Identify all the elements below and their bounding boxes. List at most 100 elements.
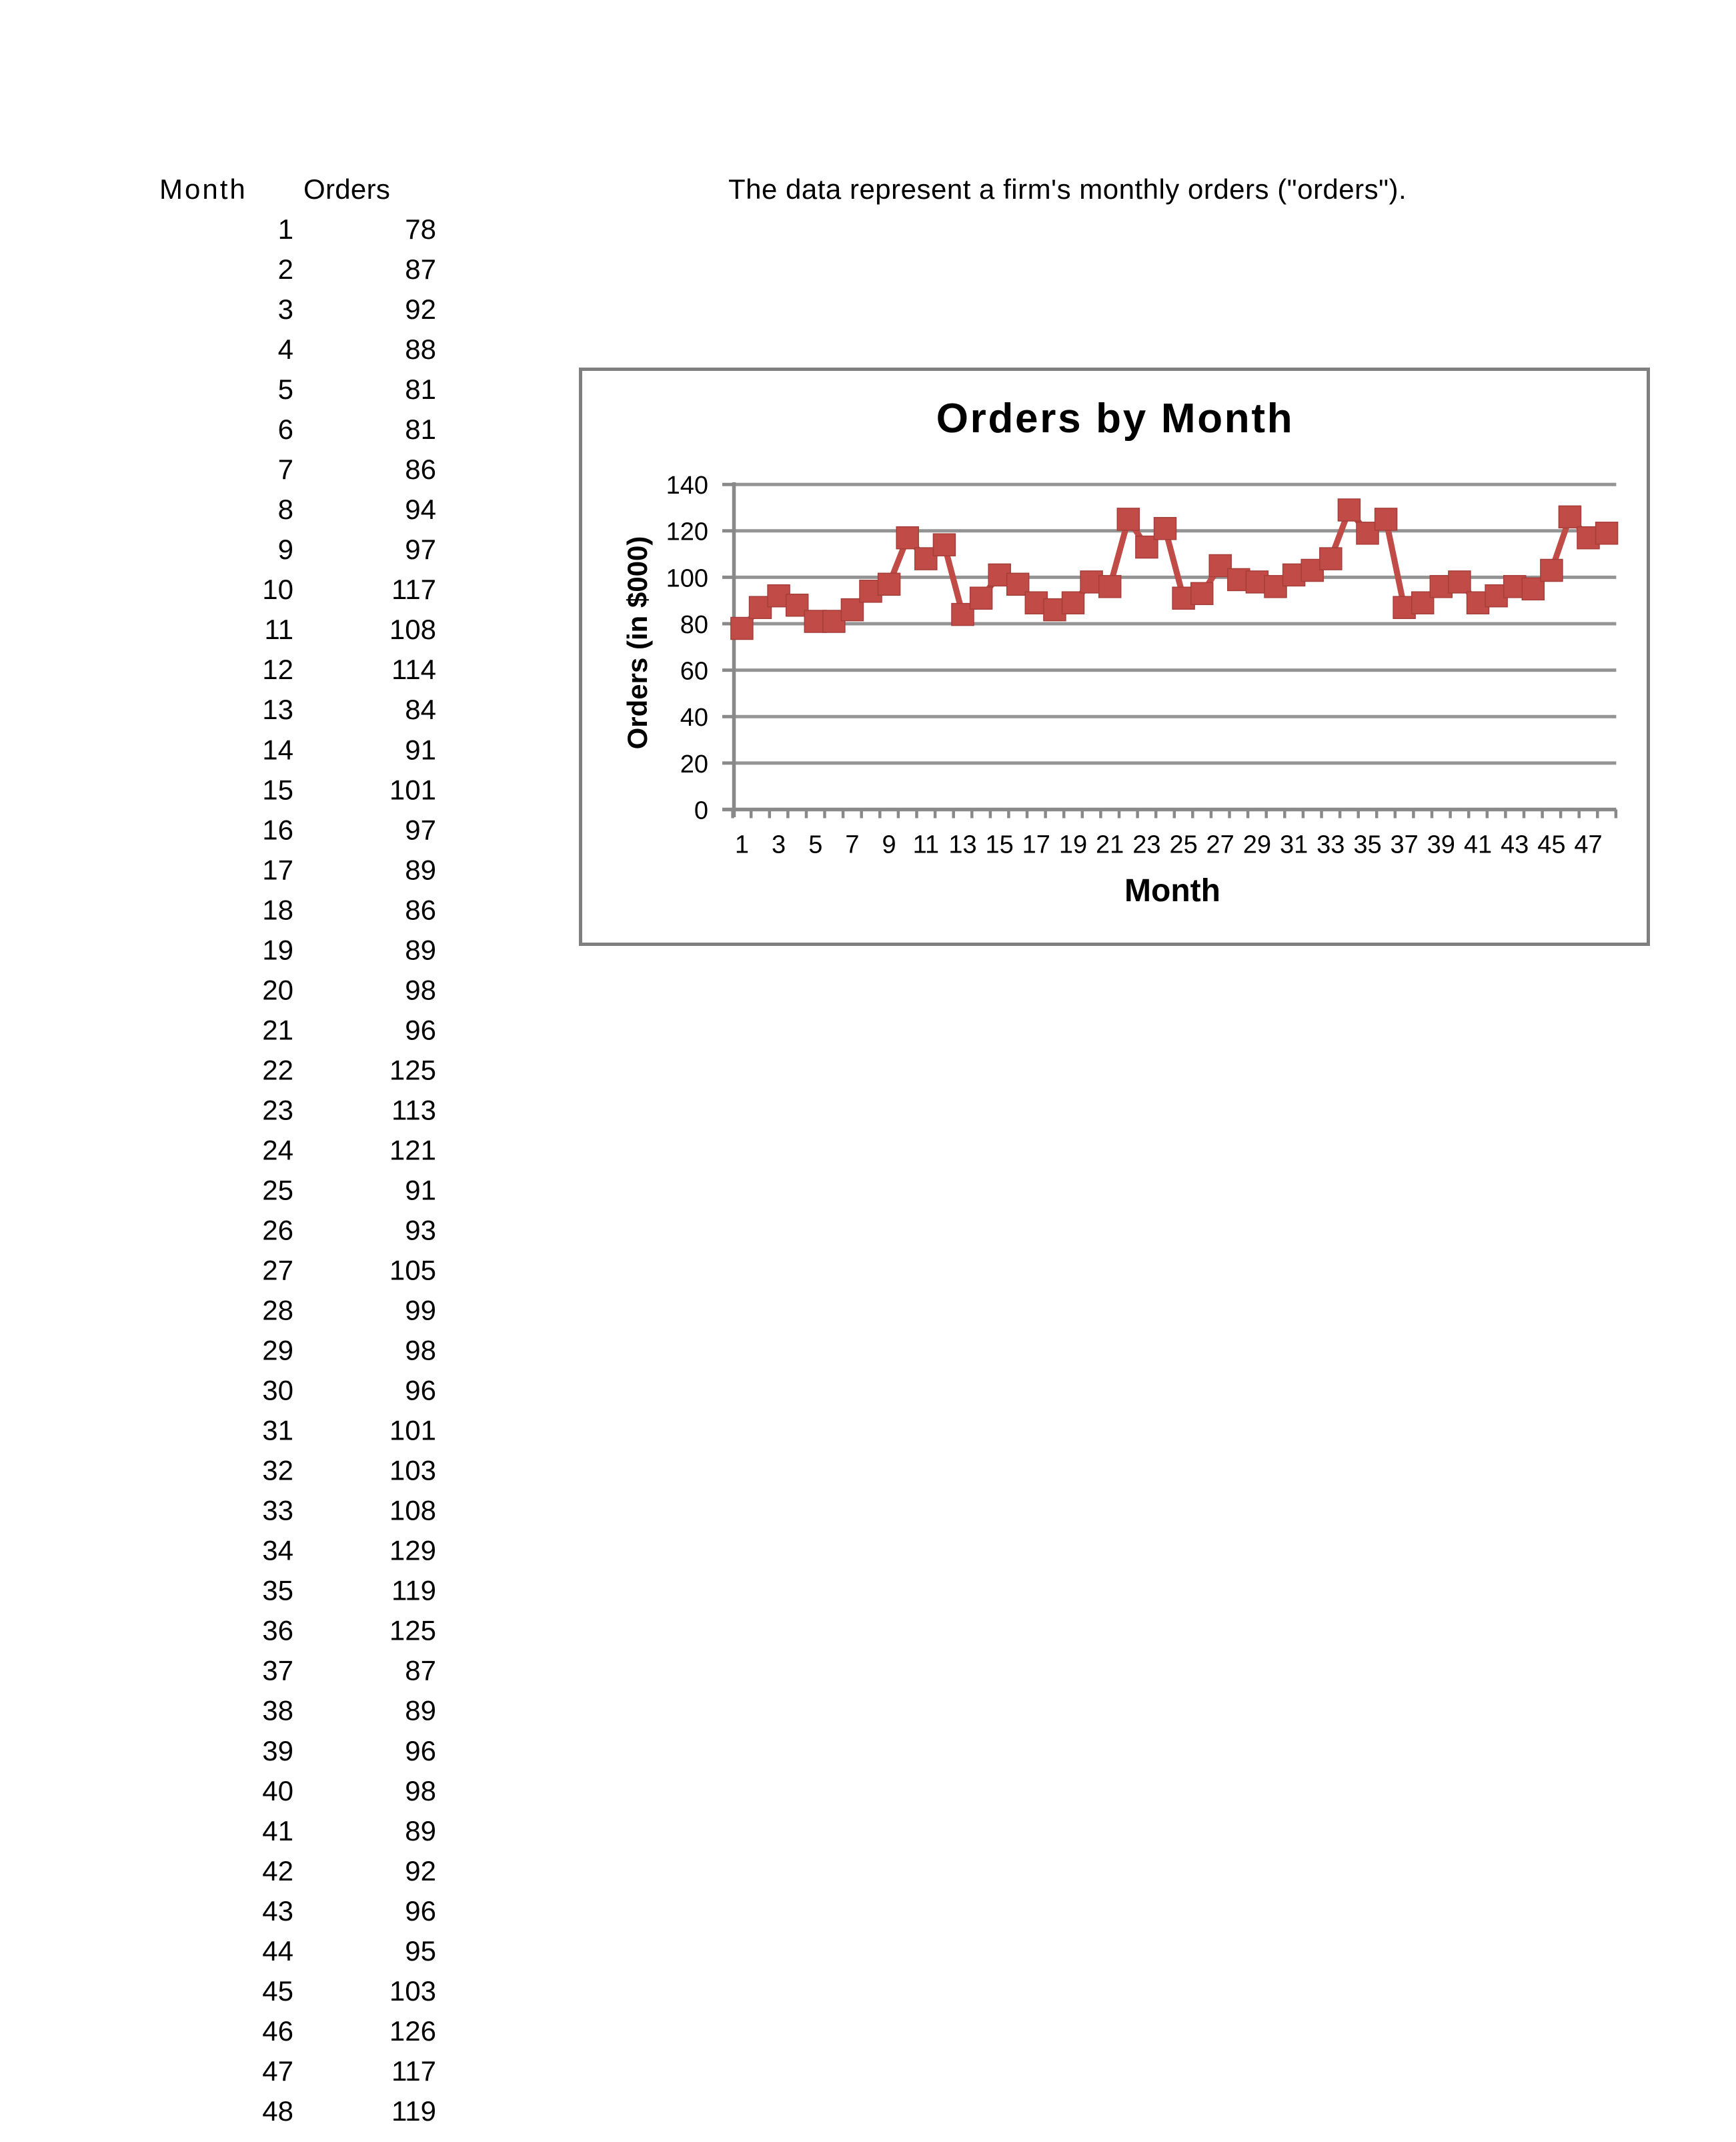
svg-text:45: 45 — [262, 1975, 293, 2007]
svg-text:38: 38 — [262, 1695, 293, 1726]
svg-text:89: 89 — [405, 1695, 436, 1726]
svg-text:19: 19 — [262, 934, 293, 965]
svg-text:28: 28 — [262, 1295, 293, 1326]
svg-text:125: 125 — [389, 1615, 436, 1646]
svg-text:81: 81 — [405, 374, 436, 405]
svg-text:140: 140 — [666, 472, 708, 500]
svg-text:129: 129 — [389, 1535, 436, 1566]
svg-text:19: 19 — [1059, 831, 1087, 859]
svg-text:27: 27 — [262, 1255, 293, 1286]
svg-text:86: 86 — [405, 894, 436, 925]
svg-text:89: 89 — [405, 854, 436, 885]
svg-text:25: 25 — [1169, 831, 1197, 859]
svg-text:13: 13 — [262, 694, 293, 725]
svg-text:103: 103 — [389, 1455, 436, 1486]
svg-text:12: 12 — [262, 654, 293, 685]
svg-text:96: 96 — [405, 1895, 436, 1927]
svg-text:17: 17 — [262, 854, 293, 885]
svg-text:31: 31 — [262, 1415, 293, 1446]
svg-text:40: 40 — [680, 704, 708, 732]
svg-text:87: 87 — [405, 1655, 436, 1686]
svg-text:3: 3 — [772, 831, 786, 859]
svg-text:15: 15 — [986, 831, 1014, 859]
svg-text:91: 91 — [405, 734, 436, 765]
svg-text:47: 47 — [262, 2055, 293, 2087]
svg-text:14: 14 — [262, 734, 293, 765]
svg-text:39: 39 — [1427, 831, 1455, 859]
svg-text:Orders by Month: Orders by Month — [936, 396, 1294, 442]
svg-text:1: 1 — [735, 831, 749, 859]
svg-text:42: 42 — [262, 1855, 293, 1887]
svg-text:29: 29 — [1243, 831, 1271, 859]
svg-text:126: 126 — [389, 2015, 436, 2047]
svg-text:117: 117 — [391, 2055, 436, 2087]
svg-text:33: 33 — [1317, 831, 1345, 859]
svg-text:119: 119 — [391, 2095, 436, 2127]
svg-text:89: 89 — [405, 934, 436, 965]
svg-text:41: 41 — [262, 1815, 293, 1846]
svg-text:41: 41 — [1464, 831, 1492, 859]
svg-text:27: 27 — [1206, 831, 1234, 859]
svg-text:91: 91 — [405, 1175, 436, 1206]
svg-text:43: 43 — [1501, 831, 1529, 859]
svg-text:120: 120 — [666, 518, 708, 546]
svg-text:45: 45 — [1537, 831, 1565, 859]
svg-text:31: 31 — [1280, 831, 1308, 859]
svg-text:96: 96 — [405, 1375, 436, 1406]
svg-text:9: 9 — [882, 831, 896, 859]
svg-text:113: 113 — [391, 1094, 436, 1125]
svg-text:Month: Month — [1124, 873, 1220, 909]
svg-text:37: 37 — [1390, 831, 1418, 859]
svg-text:98: 98 — [405, 1775, 436, 1806]
svg-text:101: 101 — [389, 774, 436, 805]
svg-text:96: 96 — [405, 1735, 436, 1766]
svg-text:7: 7 — [278, 454, 293, 485]
svg-text:119: 119 — [391, 1575, 436, 1606]
svg-text:39: 39 — [262, 1735, 293, 1766]
svg-text:95: 95 — [405, 1935, 436, 1967]
svg-text:The data represent a firm's mo: The data represent a firm's monthly orde… — [728, 173, 1407, 205]
svg-text:94: 94 — [405, 494, 436, 525]
svg-text:48: 48 — [262, 2095, 293, 2127]
svg-text:23: 23 — [1132, 831, 1160, 859]
svg-text:8: 8 — [278, 494, 293, 525]
svg-text:36: 36 — [262, 1615, 293, 1646]
svg-text:9: 9 — [278, 534, 293, 565]
svg-text:43: 43 — [262, 1895, 293, 1927]
svg-text:32: 32 — [262, 1455, 293, 1486]
svg-text:5: 5 — [278, 374, 293, 405]
svg-text:2: 2 — [278, 253, 293, 285]
svg-text:37: 37 — [262, 1655, 293, 1686]
svg-text:16: 16 — [262, 814, 293, 845]
svg-text:86: 86 — [405, 454, 436, 485]
svg-text:114: 114 — [391, 654, 436, 685]
svg-text:60: 60 — [680, 658, 708, 686]
svg-text:17: 17 — [1022, 831, 1050, 859]
svg-text:13: 13 — [948, 831, 976, 859]
svg-text:96: 96 — [405, 1014, 436, 1045]
svg-text:40: 40 — [262, 1775, 293, 1806]
svg-text:121: 121 — [389, 1135, 436, 1166]
svg-text:87: 87 — [405, 253, 436, 285]
svg-text:98: 98 — [405, 974, 436, 1005]
svg-text:Month: Month — [159, 173, 247, 205]
svg-text:11: 11 — [264, 614, 293, 645]
svg-text:89: 89 — [405, 1815, 436, 1846]
svg-text:11: 11 — [913, 831, 939, 859]
svg-text:5: 5 — [808, 831, 822, 859]
svg-text:22: 22 — [262, 1054, 293, 1085]
svg-text:Orders (in $000): Orders (in $000) — [622, 536, 653, 750]
svg-text:1: 1 — [278, 213, 293, 245]
svg-text:108: 108 — [389, 1495, 436, 1526]
svg-text:108: 108 — [389, 614, 436, 645]
svg-text:97: 97 — [405, 814, 436, 845]
svg-text:26: 26 — [262, 1215, 293, 1246]
svg-text:Orders: Orders — [303, 173, 390, 205]
svg-text:7: 7 — [845, 831, 859, 859]
svg-text:34: 34 — [262, 1535, 293, 1566]
svg-text:100: 100 — [666, 564, 708, 592]
svg-text:101: 101 — [389, 1415, 436, 1446]
svg-text:18: 18 — [262, 894, 293, 925]
svg-text:84: 84 — [405, 694, 436, 725]
svg-text:33: 33 — [262, 1495, 293, 1526]
